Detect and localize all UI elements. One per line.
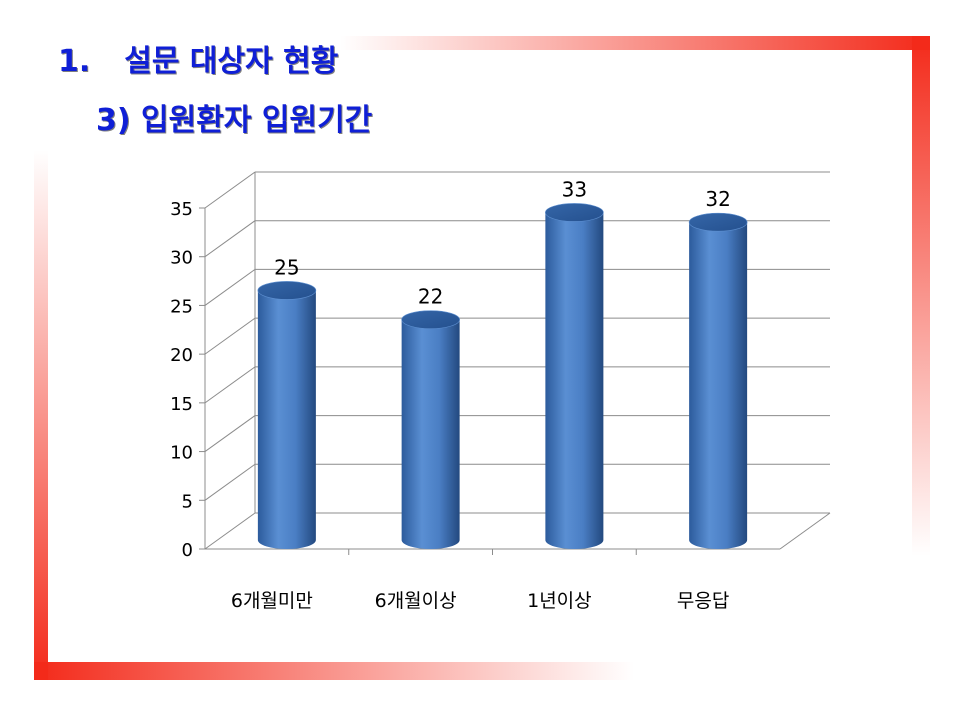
frame-top-border: [340, 36, 930, 50]
bar-3: [545, 203, 604, 549]
side-gridline: [204, 366, 256, 404]
x-category-label: 6개월미만: [231, 590, 313, 612]
data-label: 22: [418, 285, 443, 309]
data-label: 32: [705, 187, 730, 211]
y-tick-label: 15: [170, 394, 193, 415]
side-gridline: [204, 220, 256, 258]
slide-subtitle: 3) 입원환자 입원기간: [96, 103, 373, 138]
x-category-label: 무응답: [677, 590, 729, 612]
side-gridline: [204, 415, 256, 452]
bar-body: [257, 290, 316, 549]
y-tick-label: 35: [170, 199, 193, 220]
slide-title-text: 설문 대상자 현황: [124, 44, 339, 79]
bar-top-cap: [688, 212, 748, 232]
side-gridline: [204, 463, 256, 501]
side-gridline: [204, 269, 256, 306]
x-category-label: 6개월이상: [375, 590, 457, 612]
bar-4: [688, 212, 748, 549]
side-gridline: [204, 512, 256, 550]
data-label: 25: [274, 255, 299, 279]
side-gridline: [204, 171, 256, 209]
frame-left-border: [34, 150, 48, 680]
bar-body: [545, 212, 604, 549]
data-label: 33: [562, 177, 587, 201]
y-tick-label: 20: [170, 345, 193, 366]
y-tick-label: 30: [170, 248, 193, 269]
bar-top-cap: [545, 203, 604, 222]
y-tick-label: 10: [170, 443, 193, 464]
y-tick-label: 5: [182, 491, 193, 512]
floor-right-edge: [779, 512, 831, 550]
frame-bottom-border: [34, 662, 634, 680]
slide-title: 1. 설문 대상자 현황: [58, 36, 338, 80]
frame-right-border: [912, 36, 930, 556]
bar-2: [401, 310, 460, 549]
y-tick-label: 0: [182, 540, 193, 561]
side-gridline: [204, 317, 256, 355]
bar-1: [257, 281, 317, 549]
bar-body: [689, 222, 748, 549]
x-category-label: 1년이상: [527, 590, 592, 612]
bar-top-cap: [257, 281, 317, 300]
bar-body: [401, 319, 460, 549]
slide-title-number: 1.: [58, 44, 91, 79]
y-tick-label: 25: [170, 296, 193, 317]
bar-top-cap: [401, 310, 460, 329]
